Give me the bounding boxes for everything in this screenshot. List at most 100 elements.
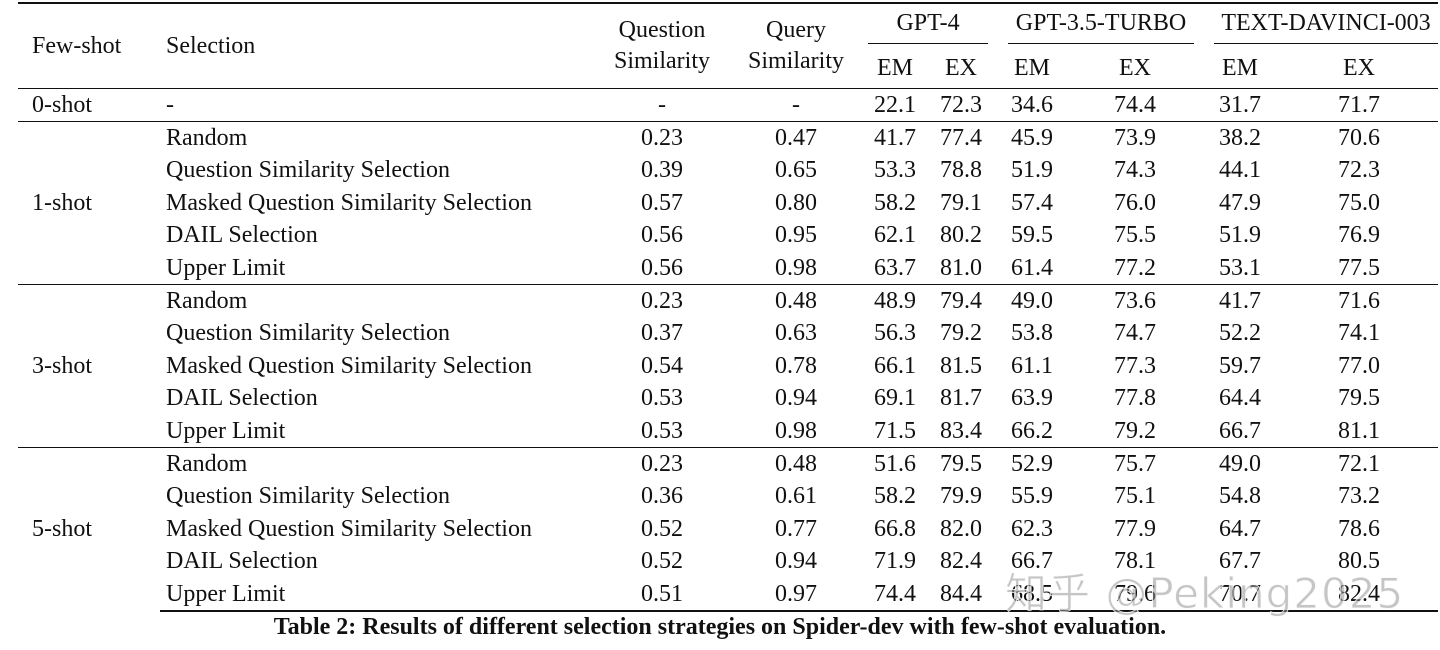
value-cell: 79.5	[928, 447, 995, 481]
value-cell: 31.7	[1200, 87, 1281, 122]
value-cell: 0.95	[775, 222, 817, 249]
value-cell: 49.0	[1200, 447, 1281, 481]
value-cell: 82.4	[1280, 577, 1439, 613]
header-question-similarity: Question Similarity	[594, 2, 730, 89]
value-cell: 74.7	[1114, 320, 1157, 347]
selection-cell: Masked Question Similarity Selection	[166, 515, 532, 542]
selection-cell: Question Similarity Selection	[166, 157, 450, 184]
value-cell: 47.9	[1219, 189, 1262, 216]
value-cell: 0.53	[641, 417, 683, 444]
value-cell: 0.52	[641, 548, 683, 575]
value-cell: 0.98	[775, 417, 817, 444]
value-cell: 0.23	[594, 284, 730, 318]
header-model-gpt35-label: GPT-3.5-TURBO	[1008, 10, 1195, 44]
value-cell: 74.1	[1338, 320, 1381, 347]
value-cell: 34.6	[994, 87, 1071, 122]
header-row-models: Few-shot Selection Question Similarity Q…	[18, 2, 1439, 89]
value-cell: 59.7	[1219, 352, 1262, 379]
value-cell: 66.7	[1219, 417, 1262, 444]
value-cell: 75.7	[1070, 447, 1201, 481]
table-row: Question Similarity Selection 0.39 0.65 53.…	[18, 155, 1438, 187]
value-cell: 0.51	[594, 577, 730, 613]
value-cell: 63.9	[1011, 385, 1054, 412]
value-cell: 51.9	[1219, 222, 1262, 249]
value-cell: 53.8	[1011, 320, 1054, 347]
value-cell: 63.7	[874, 254, 916, 281]
value-cell: 77.2	[1114, 254, 1157, 281]
few-shot-cell: 1-shot	[18, 121, 160, 285]
selection-cell: DAIL Selection	[166, 548, 318, 575]
value-cell: 81.7	[940, 385, 982, 412]
value-cell: 79.2	[940, 320, 982, 347]
value-cell: 74.4	[862, 577, 928, 613]
value-cell: -	[594, 87, 730, 122]
value-cell: 82.4	[940, 548, 982, 575]
value-cell: 66.8	[874, 515, 916, 542]
table-row: 0-shot - - -22.1 72.3 34.6 74.4 31.7 71.7	[18, 87, 1439, 122]
value-cell: 79.9	[940, 483, 982, 510]
value-cell: 0.52	[641, 515, 683, 542]
value-cell: 0.77	[775, 515, 817, 542]
value-cell: 76.9	[1338, 222, 1381, 249]
table-row: 1-shot Random 0.23 0.47 41.7 77.4 45.9 73.9 38.2…	[18, 121, 1439, 285]
value-cell: 66.7	[1011, 548, 1054, 575]
value-cell: 81.0	[940, 254, 982, 281]
header-metric: EM	[1014, 55, 1051, 81]
header-model-gpt4: GPT-4	[862, 2, 995, 49]
few-shot-cell: 3-shot	[18, 284, 160, 448]
value-cell: 0.23	[594, 447, 730, 481]
value-cell: 53.1	[1219, 254, 1262, 281]
header-metric: EM	[1222, 55, 1259, 81]
value-cell: 62.1	[874, 222, 916, 249]
value-cell: 69.1	[874, 385, 916, 412]
value-cell: 75.1	[1114, 483, 1157, 510]
header-model-davinci-label: TEXT-DAVINCI-003	[1214, 10, 1439, 44]
watermark: 知乎 @Peking2025	[1004, 569, 1405, 619]
value-cell: 57.4	[1011, 189, 1054, 216]
value-cell: 71.6	[1280, 284, 1439, 318]
value-cell: 0.48	[730, 447, 862, 481]
table-body: 0-shot - - -22.1 72.3 34.6 74.4 31.7 71.7 1-shot R…	[18, 87, 1439, 613]
value-cell: 72.3	[928, 87, 995, 122]
value-cell: 59.5	[1011, 222, 1054, 249]
value-cell: 64.7	[1219, 515, 1262, 542]
value-cell: 73.2	[1338, 483, 1381, 510]
selection-cell: Upper Limit	[160, 577, 594, 613]
table-row: Upper Limit 0.56 0.98 63.7 81.0 61.4 77.2 53.1 7…	[18, 252, 1438, 285]
value-cell: 70.6	[1280, 121, 1439, 155]
value-cell: 0.94	[775, 385, 817, 412]
value-cell: 81.1	[1338, 417, 1381, 444]
value-cell: 61.4	[1011, 254, 1054, 281]
value-cell: 77.9	[1114, 515, 1157, 542]
selection-cell: Random	[160, 121, 594, 155]
selection-cell: DAIL Selection	[166, 222, 318, 249]
value-cell: 0.63	[775, 320, 817, 347]
value-cell: 48.9	[862, 284, 928, 318]
value-cell: 0.98	[775, 254, 817, 281]
value-cell: 55.9	[1011, 483, 1054, 510]
value-cell: 52.9	[994, 447, 1071, 481]
value-cell: 83.4	[940, 417, 982, 444]
value-cell: 77.8	[1114, 385, 1157, 412]
value-cell: 74.3	[1114, 157, 1157, 184]
selection-cell: Upper Limit	[166, 417, 286, 444]
value-cell: 0.23	[594, 121, 730, 155]
value-cell: 74.4	[1070, 87, 1201, 122]
value-cell: 71.9	[874, 548, 916, 575]
table-row: Upper Limit 0.53 0.98 71.5 83.4 66.2 79.2 66.7 8…	[18, 415, 1438, 448]
value-cell: 77.5	[1338, 254, 1381, 281]
header-metric: EX	[1119, 55, 1152, 81]
value-cell: 0.65	[775, 157, 817, 184]
value-cell: 0.39	[641, 157, 683, 184]
table-row: DAIL Selection 0.53 0.94 69.1 81.7 63.9 77.8 64…	[18, 383, 1438, 415]
header-selection: Selection	[160, 2, 594, 89]
value-cell: 41.7	[862, 121, 928, 155]
value-cell: 0.80	[775, 189, 817, 216]
table-row: Masked Question Similarity Selection 0.57…	[18, 187, 1438, 219]
results-table: Few-shot Selection Question Similarity Q…	[18, 2, 1439, 613]
value-cell: 72.1	[1280, 447, 1439, 481]
value-cell: 0.36	[641, 483, 683, 510]
header-metric: EX	[1343, 55, 1376, 81]
few-shot-cell: 5-shot	[18, 447, 160, 612]
value-cell: 56.3	[874, 320, 916, 347]
